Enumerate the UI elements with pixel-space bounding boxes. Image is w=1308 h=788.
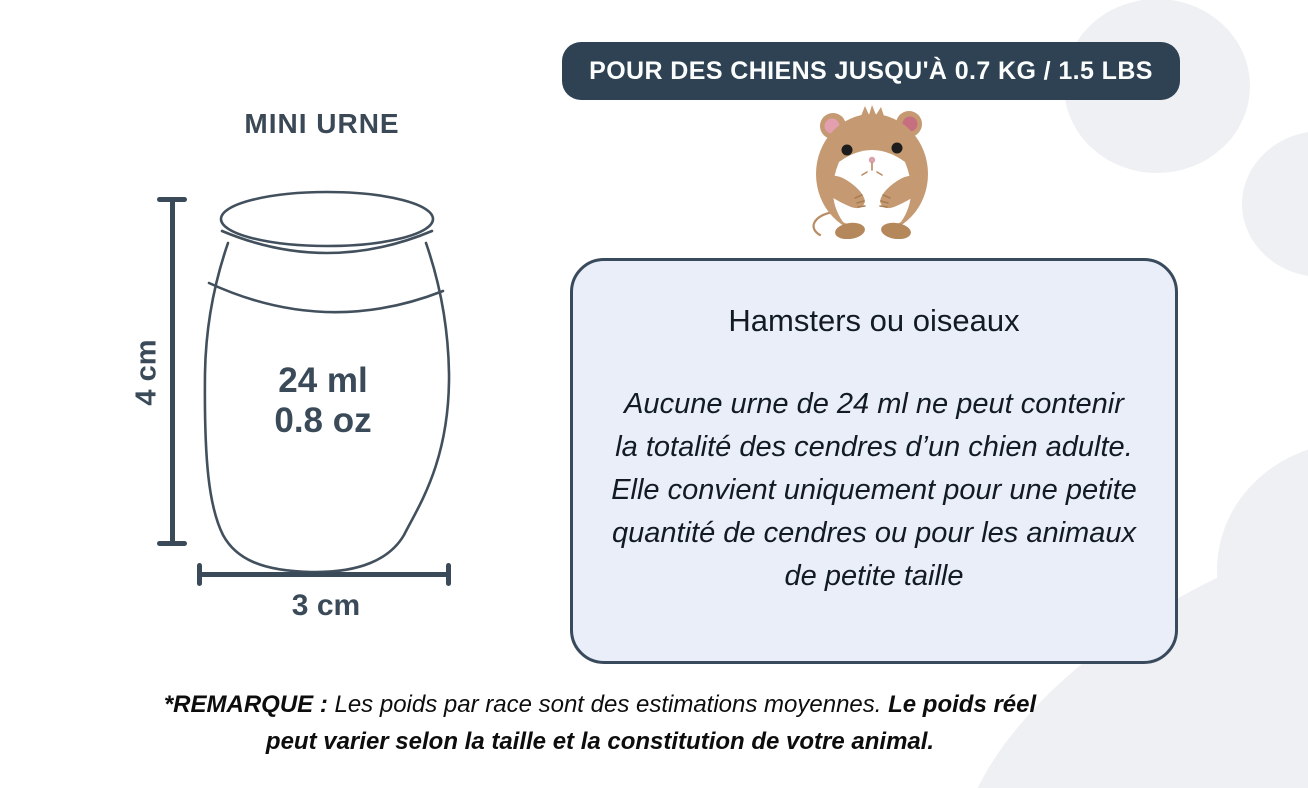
info-box: Hamsters ou oiseaux Aucune urne de 24 ml… <box>570 258 1178 664</box>
width-dimension-label: 3 cm <box>291 589 361 622</box>
info-box-title: Hamsters ou oiseaux <box>728 303 1020 338</box>
urn-title: MINI URNE <box>244 108 400 139</box>
urn-illustration <box>203 190 451 574</box>
width-dimension-line <box>199 572 449 577</box>
footnote-prefix: *REMARQUE : <box>163 691 335 718</box>
height-dimension-cap-top <box>157 197 187 202</box>
info-box-body: Aucune urne de 24 ml ne peut contenir la… <box>611 388 1137 592</box>
footnote: *REMARQUE : Les poids par race sont des … <box>160 686 1040 760</box>
height-dimension-label: 4 cm <box>130 339 163 406</box>
height-dimension-cap-bottom <box>157 541 187 546</box>
urn-volume-ml: 24 ml <box>278 361 368 400</box>
weight-capacity-label: POUR DES CHIENS JUSQU'À 0.7 KG / 1.5 LBS <box>589 56 1153 85</box>
footnote-regular: Les poids par race sont des estimations … <box>334 691 889 718</box>
weight-capacity-banner: POUR DES CHIENS JUSQU'À 0.7 KG / 1.5 LBS <box>562 42 1180 100</box>
urn-volume: 24 ml 0.8 oz <box>223 361 423 441</box>
footnote-bold: Le poids réel peut varier selon la taill… <box>265 691 1037 755</box>
hamster-icon <box>812 105 928 239</box>
width-dimension-cap-left <box>197 563 202 586</box>
height-dimension-line <box>170 199 175 545</box>
urn-volume-oz: 0.8 oz <box>274 401 372 440</box>
width-dimension-cap-right <box>446 563 451 586</box>
